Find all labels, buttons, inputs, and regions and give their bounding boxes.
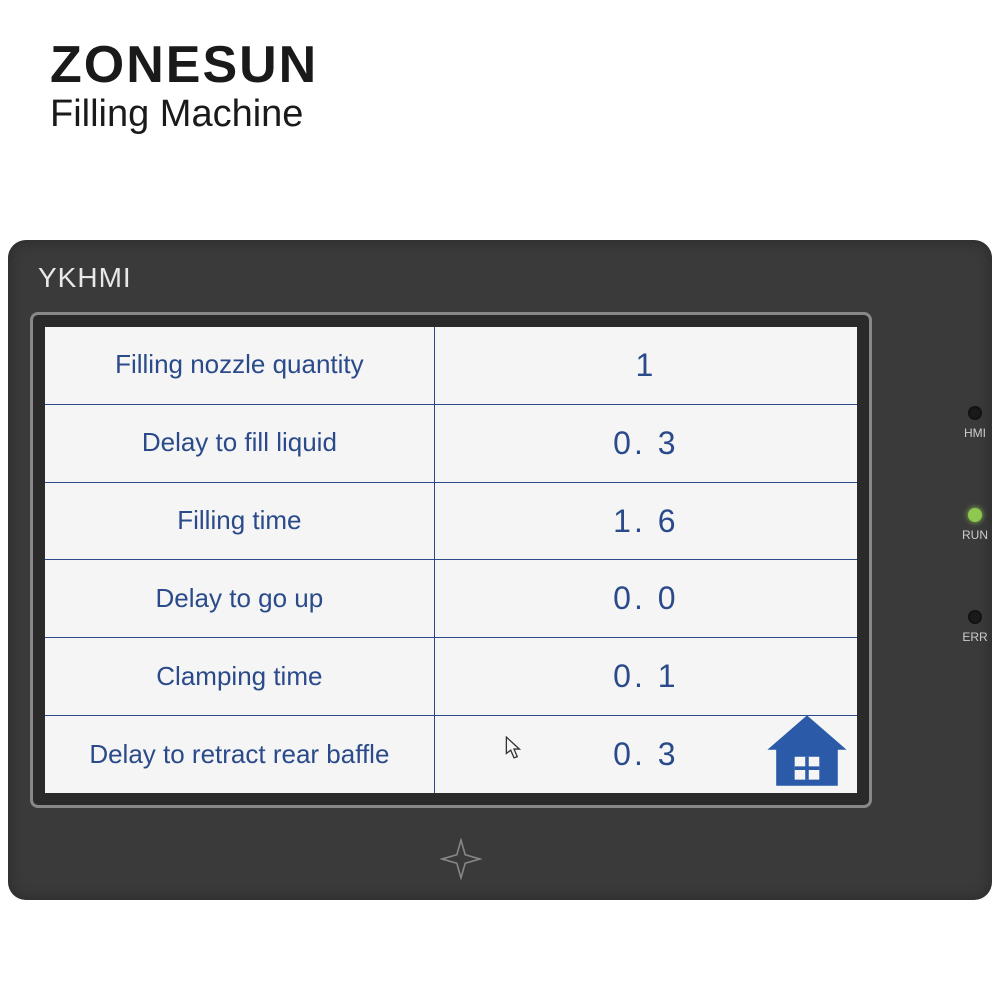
hmi-indicator: HMI bbox=[962, 406, 988, 440]
home-icon bbox=[763, 711, 851, 790]
setting-label: Filling nozzle quantity bbox=[45, 327, 435, 404]
setting-row-delay-retract-baffle[interactable]: Delay to retract rear baffle 0. 3 bbox=[45, 716, 857, 793]
hmi-led-icon bbox=[968, 406, 982, 420]
brand-title: ZONESUN bbox=[50, 35, 318, 95]
setting-value[interactable]: 0. 3 bbox=[435, 405, 857, 482]
brand-subtitle: Filling Machine bbox=[50, 93, 318, 136]
setting-label: Clamping time bbox=[45, 638, 435, 715]
setting-value[interactable]: 0. 0 bbox=[435, 560, 857, 637]
setting-label: Filling time bbox=[45, 483, 435, 560]
screen-bezel: Filling nozzle quantity 1 Delay to fill … bbox=[30, 312, 872, 808]
setting-value[interactable]: 0. 1 bbox=[435, 638, 857, 715]
setting-label: Delay to go up bbox=[45, 560, 435, 637]
setting-row-clamping-time[interactable]: Clamping time 0. 1 bbox=[45, 638, 857, 716]
page-header: ZONESUN Filling Machine bbox=[50, 35, 318, 136]
setting-value[interactable]: 1. 6 bbox=[435, 483, 857, 560]
hmi-device-frame: YKHMI Filling nozzle quantity 1 Delay to… bbox=[8, 240, 992, 900]
setting-value[interactable]: 1 bbox=[435, 327, 857, 404]
indicator-panel: HMI RUN ERR bbox=[962, 406, 988, 644]
err-led-icon bbox=[968, 610, 982, 624]
setting-value-text: 0. 3 bbox=[613, 736, 678, 773]
hmi-indicator-label: HMI bbox=[964, 426, 986, 440]
err-indicator-label: ERR bbox=[962, 630, 987, 644]
star-decoration-icon bbox=[440, 838, 482, 880]
setting-row-nozzle-quantity[interactable]: Filling nozzle quantity 1 bbox=[45, 327, 857, 405]
run-indicator-label: RUN bbox=[962, 528, 988, 542]
run-led-icon bbox=[968, 508, 982, 522]
home-button[interactable] bbox=[763, 711, 851, 789]
setting-row-delay-up[interactable]: Delay to go up 0. 0 bbox=[45, 560, 857, 638]
setting-label: Delay to fill liquid bbox=[45, 405, 435, 482]
err-indicator: ERR bbox=[962, 610, 988, 644]
cursor-icon bbox=[505, 736, 523, 760]
hmi-brand-label: YKHMI bbox=[38, 262, 970, 294]
run-indicator: RUN bbox=[962, 508, 988, 542]
setting-row-filling-time[interactable]: Filling time 1. 6 bbox=[45, 483, 857, 561]
setting-label: Delay to retract rear baffle bbox=[45, 716, 435, 793]
setting-row-delay-fill[interactable]: Delay to fill liquid 0. 3 bbox=[45, 405, 857, 483]
setting-value[interactable]: 0. 3 bbox=[435, 716, 857, 793]
touchscreen[interactable]: Filling nozzle quantity 1 Delay to fill … bbox=[45, 327, 857, 793]
